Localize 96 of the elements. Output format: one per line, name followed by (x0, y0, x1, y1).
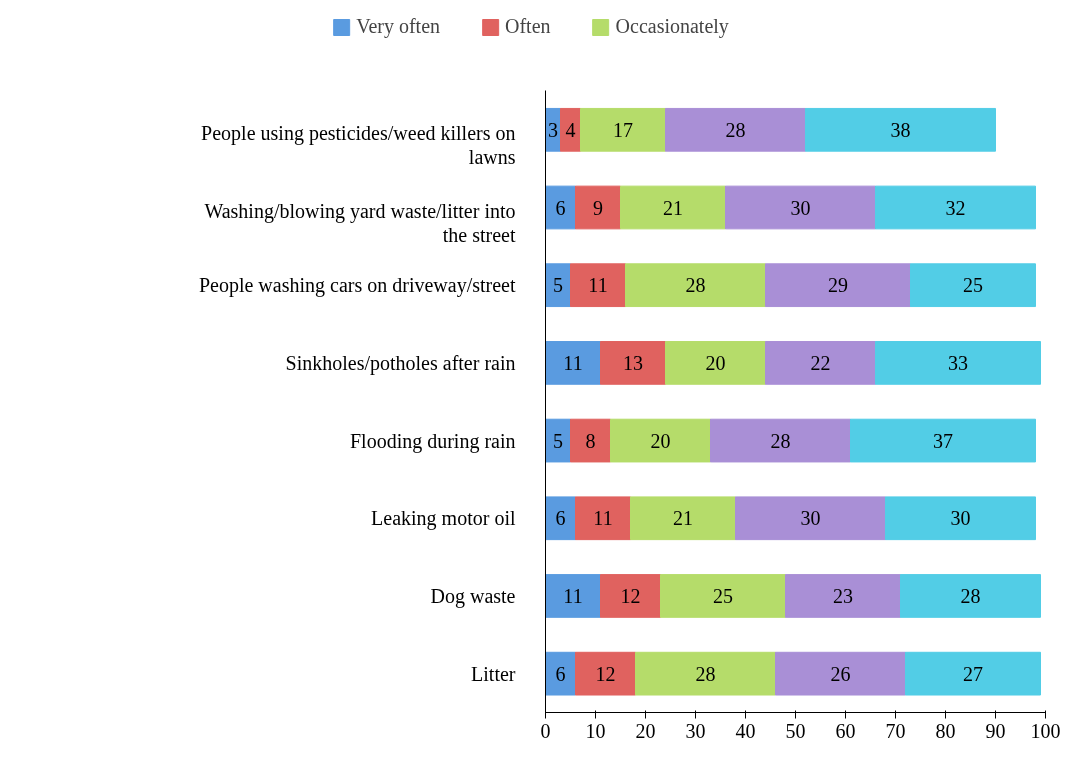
bar (765, 263, 911, 308)
x-tick-label: 60 (835, 719, 856, 742)
data-label: 5 (553, 429, 563, 452)
data-label: 22 (810, 351, 831, 374)
bar (600, 574, 661, 618)
bar (610, 418, 711, 463)
data-label: 11 (563, 584, 583, 607)
bar (635, 651, 776, 696)
data-label: 11 (593, 507, 613, 530)
data-label: 26 (830, 662, 851, 685)
y-tick-label: Flooding during rain (349, 429, 516, 453)
data-label: 8 (585, 429, 596, 452)
data-label: 11 (588, 274, 608, 297)
bar (545, 574, 601, 618)
bar (570, 263, 626, 308)
data-label: 5 (553, 274, 563, 297)
data-label: 9 (593, 196, 603, 219)
x-tick-label: 40 (735, 719, 756, 742)
bar (575, 185, 621, 230)
y-tick-label: People using pesticides/weed killers on lawns (201, 122, 516, 169)
data-label: 33 (948, 351, 968, 374)
bar (575, 496, 631, 541)
y-tick-label: Washing/blowing yard waste/litter into the street (204, 199, 516, 247)
bar (735, 496, 886, 541)
bar (805, 107, 996, 152)
bar (900, 574, 1041, 618)
data-label: 38 (890, 118, 911, 141)
x-tick-label: 10 (585, 719, 606, 742)
y-tick-label: Dog waste (430, 584, 516, 608)
bar (575, 651, 636, 696)
bar (665, 107, 806, 152)
data-label: 13 (623, 351, 643, 374)
bar (850, 418, 1036, 463)
legend-label: Occasionately (615, 15, 729, 38)
data-label: 6 (555, 196, 566, 219)
y-tick-label: People washing cars on driveway/street (198, 274, 516, 298)
data-label: 12 (620, 584, 641, 607)
y-tick-label: Sinkholes/potholes after rain (285, 351, 516, 375)
data-label: 29 (828, 274, 848, 297)
bar (725, 185, 876, 230)
bar (570, 418, 611, 463)
x-tick-label: 0 (540, 719, 551, 742)
data-label: 20 (650, 429, 671, 452)
data-label: 28 (695, 662, 716, 685)
data-label: 32 (945, 196, 966, 219)
data-label: 3 (548, 118, 558, 141)
x-tick-label: 50 (785, 719, 806, 742)
bar (785, 574, 901, 618)
bar (875, 185, 1036, 230)
data-label: 25 (713, 584, 733, 607)
legend-label: Often (505, 15, 551, 38)
bar (905, 651, 1041, 696)
data-label: 37 (933, 429, 953, 452)
data-label: 30 (790, 196, 811, 219)
y-tick-label: Leaking motor oil (371, 507, 516, 531)
bar (625, 263, 766, 308)
data-label: 28 (725, 118, 746, 141)
bar (665, 341, 766, 385)
data-label: 21 (673, 507, 693, 530)
x-tick-label: 90 (985, 719, 1006, 742)
bar (630, 496, 736, 541)
data-label: 30 (800, 507, 821, 530)
x-tick-label: 30 (685, 719, 706, 742)
data-label: 12 (595, 662, 616, 685)
data-label: 6 (555, 662, 566, 685)
legend-label: Very often (356, 15, 441, 38)
bar (600, 341, 666, 385)
bar (545, 341, 601, 385)
data-label: 11 (563, 351, 583, 374)
x-tick-label: 100 (1030, 719, 1061, 742)
data-label: 30 (950, 507, 971, 530)
data-label: 4 (565, 118, 576, 141)
data-label: 17 (613, 118, 633, 141)
data-label: 23 (833, 584, 853, 607)
data-label: 28 (960, 584, 981, 607)
bar (620, 185, 726, 230)
bar (875, 341, 1041, 385)
bar (765, 341, 876, 385)
bar (775, 651, 906, 696)
bar (545, 185, 576, 230)
bar (885, 496, 1036, 541)
data-label: 20 (705, 351, 726, 374)
bar (910, 263, 1036, 308)
data-label: 6 (555, 507, 566, 530)
bar (660, 574, 786, 618)
y-tick-label: Litter (471, 662, 516, 685)
data-label: 25 (963, 274, 983, 297)
x-tick-label: 70 (885, 719, 906, 742)
bar (710, 418, 851, 463)
bar (580, 107, 666, 152)
data-label: 21 (663, 196, 683, 219)
data-label: 27 (963, 662, 983, 685)
data-label: 28 (685, 274, 706, 297)
data-label: 28 (770, 429, 791, 452)
x-tick-label: 20 (635, 719, 656, 742)
x-tick-label: 80 (935, 719, 956, 742)
